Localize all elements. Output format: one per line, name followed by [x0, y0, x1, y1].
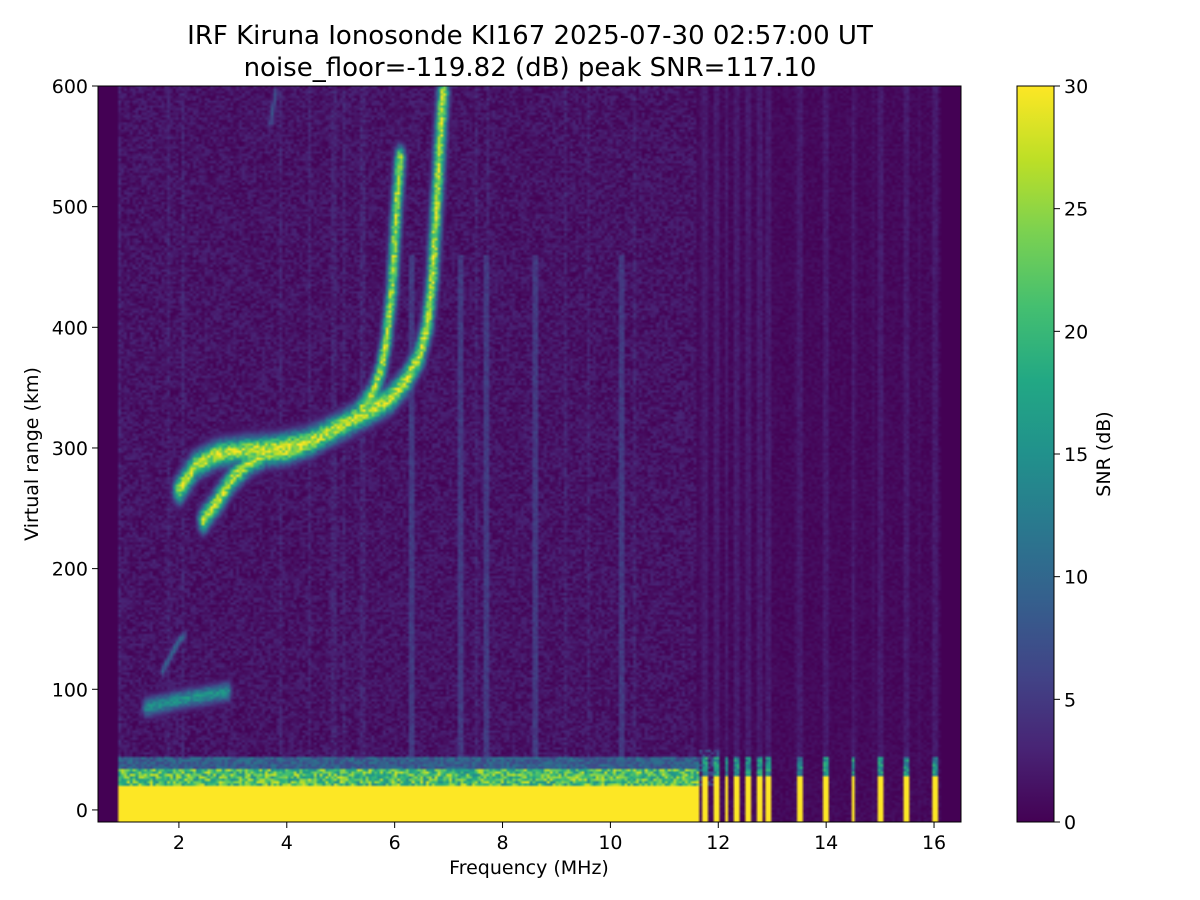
x-axis-label: Frequency (MHz)	[449, 857, 609, 879]
x-tick-label: 2	[173, 832, 185, 854]
x-tick-label: 8	[496, 832, 508, 854]
y-tick-label: 400	[52, 317, 88, 339]
colorbar-tick-label: 0	[1064, 812, 1076, 834]
chart-title-line2: noise_floor=-119.82 (dB) peak SNR=117.10	[244, 53, 817, 83]
y-tick-label: 100	[52, 679, 88, 701]
y-axis-ticks: 0 100 200 300 400 500 600	[52, 76, 98, 822]
x-axis-ticks: 2 4 6 8 10 12 14 16	[173, 822, 946, 854]
y-tick-label: 300	[52, 438, 88, 460]
x-tick-label: 12	[706, 832, 730, 854]
colorbar-ticks: 0 5 10 15 20 25 30	[1054, 76, 1088, 834]
colorbar: 0 5 10 15 20 25 30 SNR (dB)	[1016, 76, 1115, 834]
colorbar-label: SNR (dB)	[1093, 411, 1115, 496]
y-tick-label: 200	[52, 559, 88, 581]
colorbar-gradient	[1016, 85, 1055, 823]
colorbar-tick-label: 5	[1064, 689, 1076, 711]
x-tick-label: 6	[389, 832, 401, 854]
x-tick-label: 16	[922, 832, 946, 854]
plot-area	[97, 85, 962, 823]
y-tick-label: 600	[52, 76, 88, 98]
plot-frame	[97, 85, 962, 823]
y-tick-label: 500	[52, 197, 88, 219]
y-tick-label: 0	[76, 800, 88, 822]
colorbar-tick-label: 25	[1064, 199, 1088, 221]
colorbar-tick-label: 20	[1064, 321, 1088, 343]
x-tick-label: 14	[814, 832, 838, 854]
colorbar-tick-label: 30	[1064, 76, 1088, 98]
y-axis-label: Virtual range (km)	[21, 367, 43, 541]
x-tick-label: 4	[281, 832, 293, 854]
snr-heatmap	[98, 86, 961, 822]
chart-title-line1: IRF Kiruna Ionosonde KI167 2025-07-30 02…	[187, 21, 873, 51]
colorbar-tick-label: 10	[1064, 567, 1088, 589]
colorbar-tick-label: 15	[1064, 444, 1088, 466]
x-tick-label: 10	[598, 832, 622, 854]
